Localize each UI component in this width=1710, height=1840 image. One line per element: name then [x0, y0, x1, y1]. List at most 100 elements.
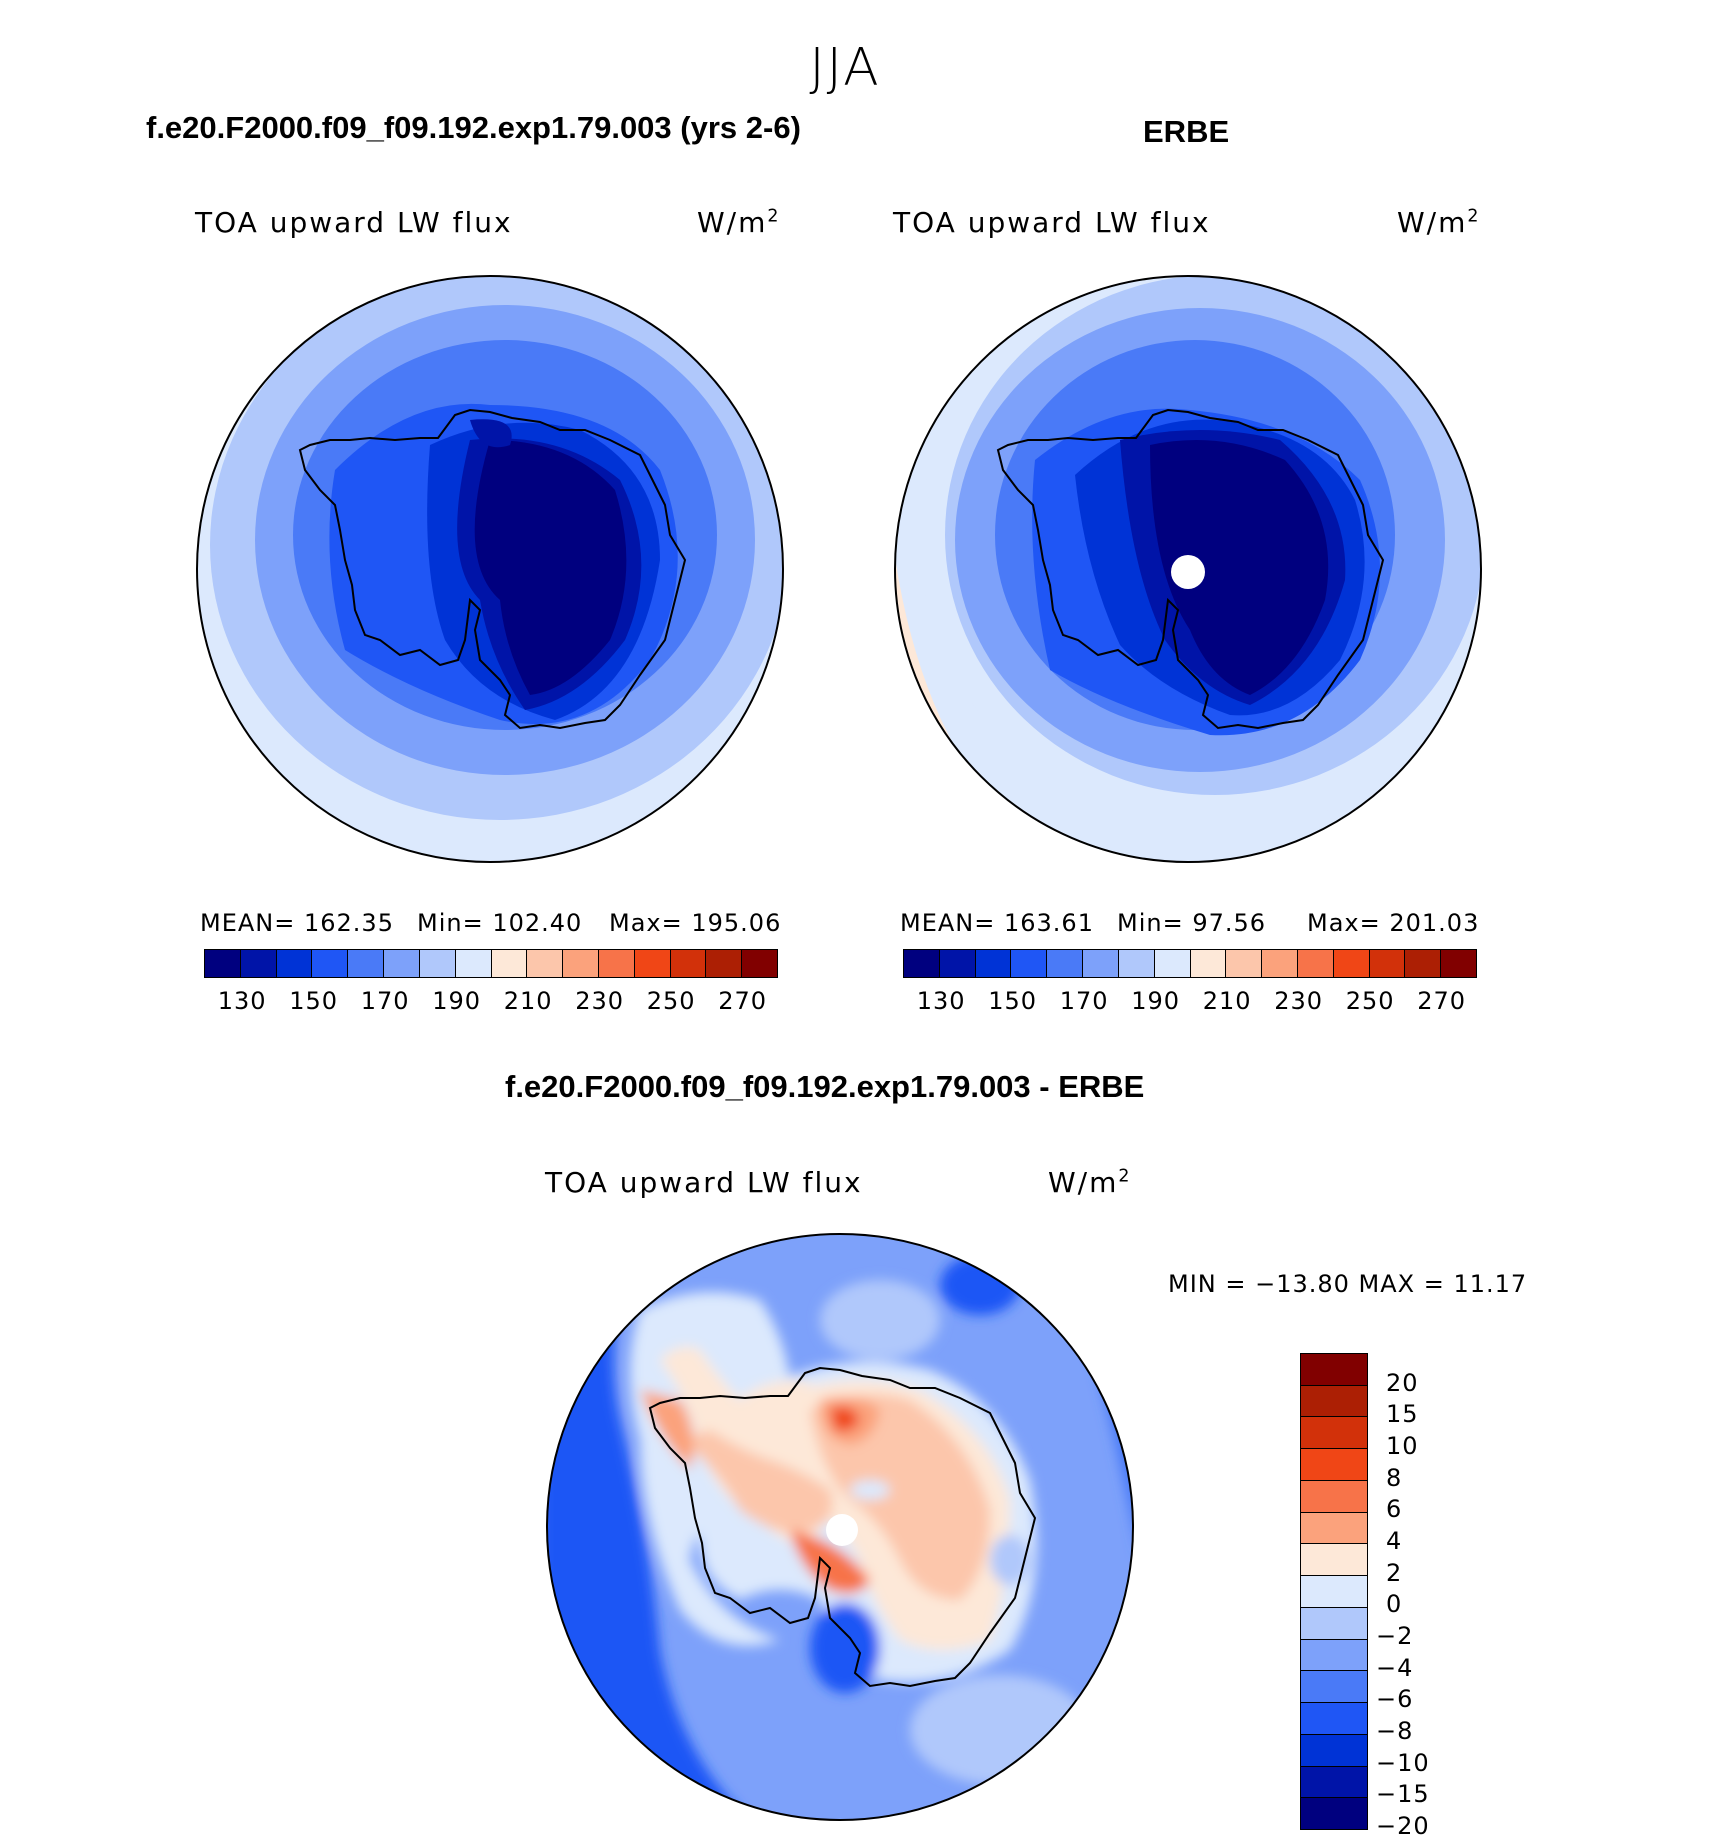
diff-colorbar-swatch: [1301, 1417, 1367, 1450]
model-colorbar-tick-label: 130: [217, 987, 267, 1015]
diff-colorbar-swatch: [1301, 1798, 1367, 1830]
diff-map-outline: [546, 1233, 1134, 1821]
obs-colorbar-swatch: [1369, 950, 1406, 977]
diff-colorbar-tick-label: −2: [1376, 1622, 1414, 1650]
obs-colorbar-swatch: [1118, 950, 1155, 977]
diff-colorbar-tick-label: 2: [1386, 1558, 1403, 1587]
season-title: JJA: [809, 38, 881, 98]
model-variable-label: TOA upward LW flux: [195, 206, 513, 239]
obs-colorbar-swatch: [1047, 950, 1084, 977]
diff-colorbar-tick-label: −15: [1376, 1780, 1430, 1809]
diff-colorbar-tick-label: 6: [1386, 1495, 1403, 1524]
model-units-label: W/m2: [697, 206, 781, 239]
diff-panel-title: f.e20.F2000.f09_f09.192.exp1.79.003 - ER…: [505, 1069, 1145, 1104]
obs-colorbar-swatch: [1297, 950, 1334, 977]
model-colorbar-tick-label: 150: [289, 987, 339, 1015]
model-colorbar-swatch: [276, 950, 313, 977]
obs-map-outline: [894, 275, 1482, 863]
obs-min-stat: Min= 97.56: [1117, 909, 1267, 937]
diff-colorbar-swatch: [1301, 1512, 1367, 1545]
model-colorbar-tick-label: 170: [360, 987, 410, 1015]
model-colorbar-tick-label: 250: [646, 987, 696, 1015]
model-colorbar-swatch: [634, 950, 671, 977]
obs-units-label: W/m2: [1397, 206, 1481, 239]
diff-colorbar-tick-label: 4: [1386, 1527, 1403, 1555]
obs-colorbar-swatch: [1154, 950, 1191, 977]
obs-mean-stat: MEAN= 163.61: [900, 909, 1094, 937]
model-colorbar-swatch: [384, 950, 420, 977]
model-colorbar-swatch: [312, 950, 349, 977]
diff-colorbar-swatch: [1301, 1703, 1367, 1735]
diff-colorbar-tick-label: −6: [1376, 1685, 1414, 1714]
diff-colorbar-swatch: [1301, 1385, 1367, 1418]
model-field: [197, 276, 783, 862]
model-max-stat: Max= 195.06: [609, 909, 782, 937]
obs-max-stat: Max= 201.03: [1307, 909, 1480, 937]
diff-colorbar-swatch: [1301, 1480, 1367, 1513]
obs-colorbar-swatch: [1011, 950, 1048, 977]
obs-colorbar-tick-label: 130: [916, 987, 966, 1015]
obs-colorbar-swatch: [904, 950, 940, 977]
diff-colorbar-swatch: [1301, 1734, 1367, 1767]
diff-colorbar-swatch: [1301, 1544, 1367, 1577]
obs-colorbar-swatch: [1262, 950, 1298, 977]
model-colorbar-swatch: [527, 950, 564, 977]
obs-colorbar-swatch: [1333, 950, 1370, 977]
model-colorbar-swatch: [240, 950, 277, 977]
obs-colorbar-swatch: [939, 950, 976, 977]
diff-colorbar-swatch: [1301, 1639, 1367, 1672]
diff-colorbar-tick-label: −10: [1376, 1748, 1430, 1777]
diff-field: [547, 1234, 1133, 1820]
model-colorbar: [204, 949, 778, 978]
obs-field: [895, 276, 1481, 862]
model-map-outline: [196, 275, 784, 863]
model-colorbar-tick-label: 230: [575, 987, 625, 1015]
obs-colorbar-tick-label: 190: [1131, 987, 1181, 1015]
diff-colorbar-swatch: [1301, 1449, 1367, 1481]
obs-coastline: [996, 408, 1385, 730]
diff-colorbar-tick-label: −8: [1376, 1717, 1414, 1745]
model-colorbar-swatch: [742, 950, 777, 977]
diff-colorbar-swatch: [1301, 1576, 1367, 1608]
model-colorbar-swatch: [348, 950, 385, 977]
obs-colorbar-swatch: [1405, 950, 1442, 977]
diff-colorbar-tick-label: 20: [1386, 1368, 1419, 1397]
obs-colorbar-swatch: [1083, 950, 1119, 977]
model-colorbar-swatch: [706, 950, 743, 977]
diff-colorbar-tick-label: 8: [1386, 1463, 1403, 1492]
diff-units-label: W/m2: [1048, 1166, 1132, 1199]
model-panel-title: f.e20.F2000.f09_f09.192.exp1.79.003 (yrs…: [146, 110, 801, 145]
obs-colorbar-tick-label: 250: [1345, 987, 1395, 1015]
diff-minmax-stat: MIN = −13.80 MAX = 11.17: [1168, 1270, 1528, 1298]
obs-colorbar-tick-label: 170: [1059, 987, 1109, 1015]
model-mean-stat: MEAN= 162.35: [200, 909, 394, 937]
model-colorbar-swatch: [419, 950, 456, 977]
model-colorbar-tick-label: 270: [718, 987, 768, 1015]
model-colorbar-swatch: [491, 950, 528, 977]
model-colorbar-tick-label: 190: [432, 987, 482, 1015]
model-colorbar-swatch: [670, 950, 707, 977]
obs-variable-label: TOA upward LW flux: [893, 206, 1211, 239]
obs-colorbar-tick-label: 270: [1417, 987, 1467, 1015]
obs-colorbar-swatch: [1441, 950, 1476, 977]
model-min-stat: Min= 102.40: [417, 909, 583, 937]
obs-colorbar-swatch: [975, 950, 1012, 977]
diff-colorbar-swatch: [1301, 1354, 1367, 1386]
obs-colorbar: [903, 949, 1477, 978]
diff-variable-label: TOA upward LW flux: [545, 1166, 863, 1199]
obs-colorbar-swatch: [1190, 950, 1227, 977]
model-colorbar-swatch: [563, 950, 599, 977]
obs-colorbar-tick-label: 210: [1202, 987, 1252, 1015]
diff-colorbar-swatch: [1301, 1671, 1367, 1704]
diff-colorbar-tick-label: 15: [1386, 1400, 1419, 1429]
diff-colorbar-tick-label: −4: [1376, 1653, 1414, 1682]
model-colorbar-swatch: [205, 950, 241, 977]
diff-colorbar-tick-label: 0: [1386, 1590, 1403, 1619]
diff-colorbar-tick-label: −20: [1376, 1812, 1430, 1840]
obs-colorbar-swatch: [1226, 950, 1263, 977]
obs-panel-title: ERBE: [1143, 114, 1230, 149]
model-colorbar-tick-label: 210: [503, 987, 553, 1015]
